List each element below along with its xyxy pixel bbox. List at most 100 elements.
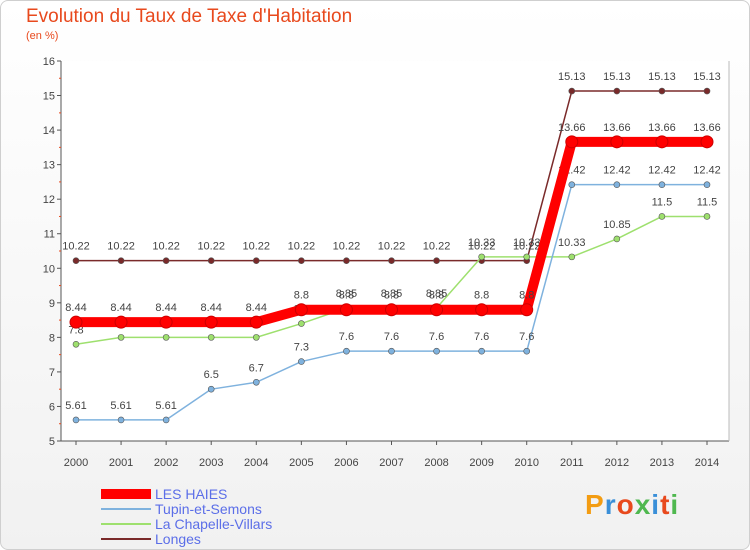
data-point [388, 347, 395, 355]
legend-label-la-chapelle-villars: La Chapelle-Villars [155, 516, 273, 532]
data-label: 13.66 [648, 122, 676, 134]
data-label: 8.8 [384, 290, 399, 302]
data-point [343, 347, 350, 355]
data-point [385, 303, 398, 317]
data-label: 10.22 [152, 241, 180, 253]
legend-swatch-les-haies [101, 489, 151, 499]
data-point [252, 378, 260, 386]
data-label: 10.22 [468, 241, 496, 253]
data-label: 8.85 [426, 288, 447, 300]
legend-swatch-tupin-et-semons [101, 508, 151, 510]
data-point [114, 315, 128, 329]
data-label: 8.8 [474, 290, 489, 302]
data-point [658, 213, 666, 220]
chart-unit-label: (en %) [26, 30, 59, 42]
data-label: 10.22 [197, 241, 225, 253]
x-tick-label: 2004 [244, 457, 268, 469]
legend-label-les-haies: LES HAIES [155, 486, 228, 502]
series-les-haies: 8.44 8.44 8.44 8.44 8.44 8.8 8.8 8.8 8.8 8.8 8.8 13… [65, 122, 721, 329]
x-tick-label: 2002 [154, 457, 178, 469]
x-tick-label: 2013 [650, 457, 674, 469]
data-point [294, 303, 308, 317]
x-tick-label: 2014 [695, 457, 719, 469]
x-tick-label: 2000 [64, 457, 88, 469]
data-label: 8.8 [294, 290, 309, 302]
data-point [655, 135, 669, 149]
data-point [433, 347, 440, 355]
data-label: 7.6 [474, 331, 489, 343]
x-tick-label: 2012 [605, 457, 629, 469]
y-tick-label: 7 [49, 367, 55, 379]
data-point [162, 257, 170, 264]
y-tick-label: 14 [43, 125, 55, 137]
data-point [252, 257, 260, 264]
data-point [523, 347, 531, 355]
data-point [207, 334, 215, 341]
data-label: 8.8 [429, 290, 444, 302]
y-tick-label: 10 [43, 263, 55, 275]
data-label: 8.85 [381, 288, 402, 300]
data-point [478, 253, 485, 261]
data-point [249, 315, 263, 329]
data-point [339, 303, 353, 317]
data-point [700, 135, 714, 149]
data-label: 15.13 [603, 71, 631, 83]
data-label: 5.61 [110, 400, 131, 412]
proxiti-logo-letter: o [616, 489, 635, 520]
data-point [433, 257, 440, 264]
data-point [658, 87, 666, 95]
data-point [388, 257, 395, 264]
data-point [72, 416, 80, 424]
data-label: 12.42 [603, 165, 631, 177]
data-point [703, 181, 711, 188]
data-point [298, 358, 305, 365]
data-label: 11.5 [697, 196, 718, 208]
legend-swatch-longes [101, 538, 151, 540]
data-point [343, 257, 350, 264]
data-label: 10.22 [423, 241, 451, 253]
y-tick-label: 13 [43, 160, 55, 172]
series-tupin-et-semons: 5.61 5.61 5.61 6.5 6.7 7.3 7.6 7.6 7.6 7.6 7.6 12.4… [65, 165, 721, 424]
data-point [162, 334, 170, 341]
data-label: 12.42 [693, 165, 721, 177]
x-tick-label: 2005 [289, 457, 313, 469]
data-label: 15.13 [648, 71, 676, 83]
data-point [204, 315, 218, 329]
proxiti-logo: Proxiti [585, 489, 679, 521]
data-point [117, 334, 125, 341]
data-label: 13.66 [558, 122, 586, 134]
proxiti-logo-letter: i [670, 489, 680, 520]
data-label: 8.44 [65, 302, 86, 314]
legend-label-tupin-et-semons: Tupin-et-Semons [155, 501, 262, 517]
data-label: 10.22 [378, 241, 406, 253]
data-label: 10.22 [107, 241, 135, 253]
data-point [613, 181, 621, 188]
x-tick-label: 2003 [199, 457, 223, 469]
y-tick-label: 5 [49, 436, 55, 448]
y-tick-label: 16 [43, 56, 55, 68]
x-tick-label: 2010 [514, 457, 538, 469]
proxiti-logo-letter: x [634, 489, 652, 520]
data-point [523, 253, 531, 261]
data-label: 8.44 [155, 302, 176, 314]
data-point [610, 135, 624, 149]
data-point [252, 334, 260, 341]
data-point [72, 257, 80, 264]
proxiti-logo-letter: r [604, 489, 617, 520]
data-point [568, 181, 576, 188]
legend-label-longes: Longes [155, 531, 201, 547]
data-label: 10.22 [62, 241, 90, 253]
data-label: 6.5 [204, 369, 219, 381]
x-tick-label: 2011 [560, 457, 584, 469]
y-tick-label: 11 [44, 229, 55, 241]
data-point [478, 347, 485, 355]
data-point [430, 303, 444, 317]
data-label: 10.22 [243, 241, 271, 253]
data-label: 10.33 [513, 237, 541, 249]
data-point [72, 340, 80, 348]
x-tick-label: 2001 [109, 457, 133, 469]
data-point [613, 87, 621, 95]
data-point [159, 315, 173, 329]
